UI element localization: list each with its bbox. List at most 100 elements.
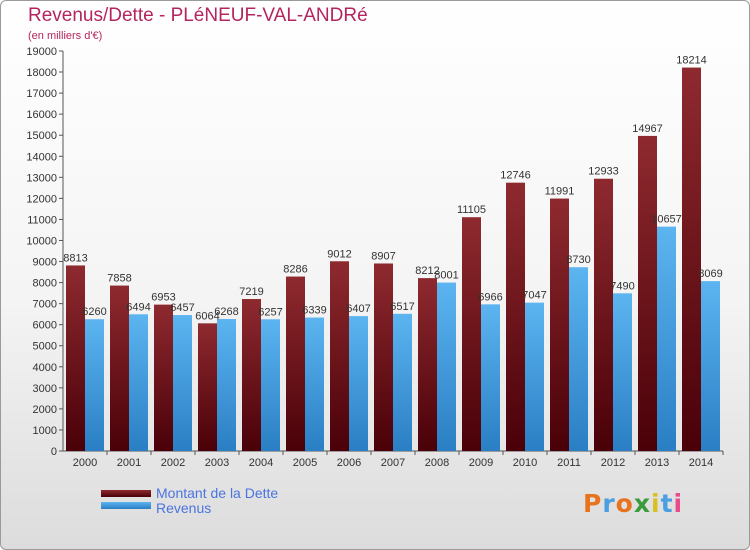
y-tick-label: 0 — [51, 446, 57, 458]
bar-debt — [550, 198, 569, 451]
legend-swatch-debt — [101, 490, 151, 497]
data-label-revenue: 8730 — [566, 254, 590, 266]
data-label-revenue: 7490 — [610, 280, 634, 292]
y-tick-label: 11000 — [27, 214, 57, 226]
y-tick-label: 15000 — [26, 130, 57, 142]
bar-debt — [198, 323, 217, 451]
data-label-debt: 9012 — [327, 248, 351, 260]
y-tick-label: 4000 — [33, 362, 57, 374]
bar-revenue — [393, 313, 412, 451]
bar-revenue — [701, 281, 720, 451]
x-tick-label: 2001 — [117, 457, 141, 469]
bar-revenue — [525, 302, 544, 451]
data-label-debt: 12746 — [500, 170, 531, 182]
bar-debt — [374, 263, 393, 451]
bar-debt — [638, 135, 657, 451]
y-tick-label: 7000 — [33, 299, 57, 311]
logo-letter: x — [633, 489, 651, 518]
data-label-debt: 12933 — [588, 166, 619, 178]
bar-revenue — [305, 317, 324, 451]
chart-title: Revenus/Dette - PLéNEUF-VAL-ANDRé — [28, 5, 368, 26]
data-label-revenue: 8069 — [698, 268, 722, 280]
data-label-debt: 8212 — [415, 265, 439, 277]
x-tick-label: 2011 — [557, 457, 581, 469]
y-tick-label: 14000 — [26, 151, 57, 163]
data-label-debt: 11105 — [457, 204, 486, 216]
y-tick-label: 18000 — [26, 67, 57, 79]
logo-letter: i — [673, 489, 684, 518]
y-tick-label: 12000 — [26, 193, 57, 205]
logo-letter: i — [651, 489, 661, 518]
x-tick-label: 2004 — [249, 457, 273, 469]
data-label-debt: 6064 — [195, 310, 219, 322]
data-label-debt: 8907 — [371, 250, 395, 262]
bar-debt — [418, 278, 437, 451]
data-label-debt: 8286 — [283, 264, 307, 276]
bar-debt — [682, 67, 701, 452]
logo-letter: t — [660, 489, 674, 518]
bar-revenue — [613, 293, 632, 451]
data-label-debt: 8813 — [63, 252, 87, 264]
data-label-debt: 14967 — [632, 123, 663, 135]
bar-debt — [330, 261, 349, 451]
y-tick-label: 16000 — [26, 109, 57, 121]
data-label-revenue: 8001 — [434, 270, 458, 282]
logo-letter: P — [583, 489, 603, 518]
x-tick-label: 2002 — [161, 457, 185, 469]
x-tick-label: 2007 — [381, 457, 405, 469]
legend-label-revenue: Revenus — [156, 500, 212, 516]
bar-debt — [242, 299, 261, 451]
y-tick-label: 13000 — [26, 172, 57, 184]
y-tick-label: 19000 — [26, 46, 57, 58]
proxiti-logo: Proxiti — [583, 489, 683, 518]
x-tick-label: 2008 — [425, 457, 449, 469]
bar-revenue — [85, 319, 104, 451]
y-tick-label: 10000 — [26, 235, 57, 247]
bar-revenue — [481, 304, 500, 451]
x-tick-label: 2003 — [205, 457, 229, 469]
x-tick-label: 2013 — [645, 457, 669, 469]
data-label-revenue: 6407 — [346, 303, 370, 315]
data-label-revenue: 6260 — [82, 306, 106, 318]
legend-swatch-revenue — [101, 502, 151, 509]
logo-letter: r — [602, 489, 616, 518]
bar-debt — [66, 265, 85, 451]
bar-revenue — [173, 315, 192, 451]
bar-revenue — [437, 282, 456, 451]
y-tick-label: 3000 — [33, 383, 57, 395]
data-label-revenue: 6966 — [478, 291, 502, 303]
bar-revenue — [217, 319, 236, 451]
logo-letter: o — [615, 489, 634, 518]
bar-revenue — [129, 314, 148, 451]
x-tick-label: 2014 — [689, 457, 713, 469]
chart-subtitle: (en milliers d'€) — [28, 30, 103, 42]
y-tick-label: 9000 — [33, 257, 57, 269]
y-tick-label: 6000 — [33, 320, 57, 332]
data-label-debt: 6953 — [151, 292, 175, 304]
y-tick-label: 5000 — [33, 341, 57, 353]
data-label-revenue: 7047 — [522, 290, 546, 302]
y-tick-label: 8000 — [33, 278, 57, 290]
y-tick-label: 17000 — [26, 88, 57, 100]
bar-debt — [286, 276, 305, 451]
data-label-debt: 18214 — [676, 55, 707, 67]
data-label-revenue: 6494 — [126, 301, 150, 313]
data-label-revenue: 6257 — [258, 306, 282, 318]
x-tick-label: 2005 — [293, 457, 317, 469]
legend-label-debt: Montant de la Dette — [156, 485, 279, 501]
data-label-revenue: 6268 — [214, 306, 238, 318]
data-label-revenue: 10657 — [651, 214, 682, 226]
data-label-debt: 11991 — [545, 186, 575, 198]
data-label-debt: 7219 — [239, 286, 263, 298]
data-label-debt: 7858 — [107, 273, 131, 285]
y-tick-label: 1000 — [33, 425, 57, 437]
bar-revenue — [657, 226, 676, 451]
bar-debt — [506, 182, 525, 452]
x-tick-label: 2006 — [337, 457, 361, 469]
data-label-revenue: 6517 — [390, 301, 414, 313]
bar-debt — [154, 304, 173, 451]
x-tick-label: 2010 — [513, 457, 537, 469]
bar-debt — [462, 217, 481, 451]
bar-revenue — [349, 316, 368, 451]
